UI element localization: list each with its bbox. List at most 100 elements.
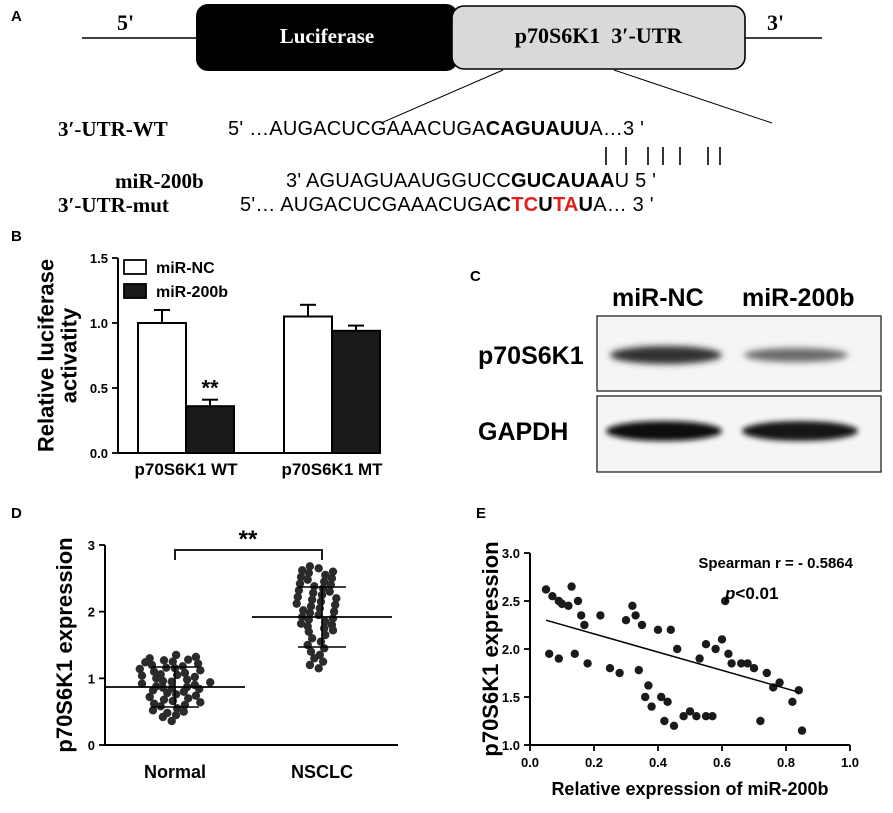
d-y-tick-label: 2 <box>88 605 95 620</box>
d-point-nsclc <box>294 586 304 595</box>
bar-mirnc-wt <box>137 322 187 454</box>
e-y-tick-label: 1.5 <box>502 690 520 705</box>
e-point <box>717 635 727 644</box>
b-y-tick-label: 1.5 <box>90 251 108 266</box>
e-point <box>573 596 583 606</box>
e-point <box>564 601 573 610</box>
e-point <box>711 644 720 654</box>
e-point <box>663 697 672 706</box>
e-point <box>737 659 746 668</box>
d-point-nsclc <box>314 664 323 673</box>
panel-a-label: A <box>11 8 22 25</box>
e-point <box>660 716 669 726</box>
d-point-normal <box>190 672 199 682</box>
e-point <box>628 601 637 610</box>
d-point-nsclc <box>309 588 318 598</box>
d-point-nsclc <box>321 617 330 626</box>
d-point-nsclc <box>306 647 316 656</box>
d-point-nsclc <box>314 564 323 573</box>
e-point <box>580 620 589 630</box>
e-spearman-annotation: Spearman r = - 0.5864 <box>698 555 853 572</box>
d-point-normal <box>156 670 165 679</box>
bar-mirnc-mt <box>283 315 333 454</box>
d-point-normal <box>191 652 201 662</box>
mir-sequence: 3' AGUAGUAAUGGUCCGUCAUAAU 5 ' <box>286 170 657 192</box>
d-point-nsclc <box>306 602 316 611</box>
d-y-tick-label: 3 <box>88 538 95 553</box>
d-point-nsclc <box>327 620 337 630</box>
d-point-nsclc <box>316 597 326 606</box>
blot-row-gapdh: GAPDH <box>478 418 569 446</box>
e-point <box>797 726 807 735</box>
e-point <box>621 616 631 625</box>
d-point-normal <box>179 707 188 716</box>
d-point-nsclc <box>318 584 328 593</box>
d-point-nsclc <box>305 660 315 670</box>
b-category-label: p70S6K1 MT <box>281 460 383 479</box>
d-point-normal <box>149 667 159 676</box>
e-x-tick-label: 0.4 <box>649 755 668 770</box>
western-blot <box>596 315 882 473</box>
utr-label: p70S6K1 3′-UTR <box>514 23 683 48</box>
e-point <box>685 707 695 716</box>
e-point <box>701 640 711 649</box>
d-point-normal <box>135 664 144 674</box>
e-point <box>634 665 643 675</box>
e-point <box>695 654 704 663</box>
e-point <box>724 649 733 658</box>
legend-label-mirnc: miR-NC <box>156 260 215 277</box>
mut-sequence: 5'… AUGACUCGAAACUGACTCUTAUA… 3 ' <box>240 194 654 216</box>
d-point-nsclc <box>327 574 337 583</box>
e-x-tick-label: 0.0 <box>521 755 539 770</box>
d-point-nsclc <box>320 577 329 586</box>
luciferase-bar-chart: 0.0 0.5 1.0 1.5 Relative luciferaseactivatit… <box>34 251 384 479</box>
legend-swatch-mir200b <box>123 283 147 299</box>
d-point-nsclc <box>304 568 313 578</box>
d-point-nsclc <box>331 600 340 610</box>
d-point-nsclc <box>328 567 338 576</box>
d-point-nsclc <box>307 634 317 643</box>
e-point <box>583 659 592 668</box>
blot-col-mir200b: miR-200b <box>742 284 855 312</box>
b-category-label: p70S6K1 WT <box>135 460 239 479</box>
d-point-nsclc <box>316 637 326 646</box>
e-y-tick-label: 3.0 <box>502 546 520 561</box>
e-point <box>567 582 576 591</box>
d-point-normal <box>184 655 193 664</box>
d-point-normal <box>149 699 159 708</box>
e-point <box>557 599 567 609</box>
d-point-nsclc <box>321 570 330 580</box>
d-point-normal <box>158 676 168 686</box>
three-prime-end: 3' <box>767 10 785 35</box>
utr-box <box>451 5 746 70</box>
d-point-normal <box>171 650 181 660</box>
e-point <box>615 668 624 678</box>
five-prime-end: 5' <box>117 10 135 35</box>
mir-label: miR-200b <box>115 169 204 193</box>
d-point-normal <box>168 657 177 666</box>
e-point <box>775 678 784 687</box>
e-y-tick-label: 2.0 <box>502 642 520 657</box>
e-y-tick-label: 2.5 <box>502 594 520 609</box>
d-point-nsclc <box>292 599 301 608</box>
e-point <box>762 668 771 678</box>
b-y-tick-label: 0.5 <box>90 381 108 396</box>
band-gapdh-nc <box>606 421 722 441</box>
e-point <box>545 649 554 658</box>
band-p70-200b <box>744 348 848 362</box>
e-point <box>548 592 557 601</box>
d-point-normal <box>163 708 172 718</box>
d-point-nsclc <box>305 608 315 618</box>
expression-dot-plot: 0 1 2 3 p70S6K1 expression Normal NSCLC ** <box>52 526 398 782</box>
d-point-normal <box>167 677 176 686</box>
legend-swatch-mirnc <box>123 259 147 275</box>
e-point <box>541 585 551 594</box>
b-y-tick-label: 0.0 <box>90 446 108 461</box>
d-category-label: NSCLC <box>291 762 353 782</box>
d-point-normal <box>182 675 192 684</box>
e-point <box>637 620 647 630</box>
e-point <box>605 664 615 673</box>
e-point <box>653 625 663 634</box>
e-point <box>631 611 640 620</box>
